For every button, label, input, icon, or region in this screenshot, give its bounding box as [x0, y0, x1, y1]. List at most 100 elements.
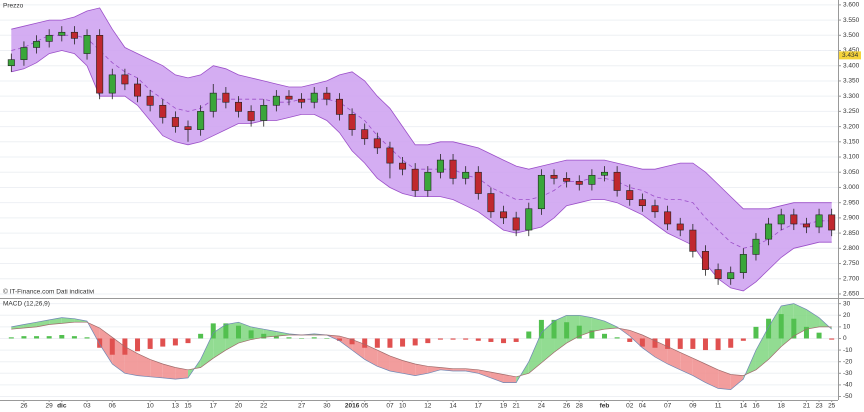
x-tick-label: 12	[424, 403, 432, 410]
macd-fill	[718, 369, 731, 390]
histogram-bar	[210, 323, 216, 339]
x-tick-label: 17	[210, 403, 218, 410]
y-tick-label: -30	[843, 370, 853, 377]
y-tick-label: 2.800	[843, 245, 860, 252]
histogram-bar	[715, 338, 721, 351]
x-tick-label: 20	[235, 403, 243, 410]
x-tick-label: 21	[513, 403, 521, 410]
macd-fill	[453, 368, 466, 371]
x-tick-label: 11	[715, 403, 722, 410]
candle-body	[310, 92, 318, 103]
candle-body	[512, 217, 520, 231]
y-tick-label: 0	[843, 335, 847, 342]
candle-body	[563, 178, 571, 182]
x-tick-label: 10	[147, 403, 155, 410]
candle-body	[676, 223, 684, 231]
macd-fill	[99, 328, 113, 365]
macd-fill	[755, 326, 769, 370]
candle-body	[424, 171, 432, 191]
y-tick-label: 3.200	[843, 123, 860, 130]
x-tick-label: 13	[172, 403, 180, 410]
histogram-bar	[551, 319, 557, 339]
candle-body	[575, 181, 583, 185]
candle-body	[373, 138, 381, 149]
candle-body	[134, 83, 142, 97]
y-tick-label: 2.750	[843, 260, 860, 267]
histogram-bar	[538, 319, 544, 339]
x-tick-label: 2016	[345, 403, 360, 410]
y-tick-label: -40	[843, 382, 853, 389]
histogram-bar	[829, 338, 835, 340]
y-tick-label: 3.250	[843, 108, 860, 115]
macd-fill	[427, 366, 441, 374]
x-tick-label: 16	[752, 403, 760, 410]
histogram-bar	[690, 338, 696, 349]
candle-body	[83, 34, 91, 54]
candle-body	[601, 171, 609, 176]
x-tick-label: 26	[20, 403, 28, 410]
candle-body	[664, 211, 672, 225]
x-tick-label: 07	[386, 403, 394, 410]
macd-fill	[377, 350, 390, 371]
macd-fill	[566, 315, 580, 344]
x-tick-label: 21	[803, 403, 811, 410]
macd-fill	[667, 346, 681, 370]
histogram-bar	[299, 338, 305, 339]
macd-fill	[251, 326, 264, 340]
macd-fill	[238, 322, 252, 344]
macd-fill	[339, 336, 353, 351]
histogram-bar	[71, 336, 77, 339]
histogram-bar	[652, 338, 658, 348]
candle-body	[171, 117, 179, 127]
histogram-bar	[437, 338, 443, 340]
macd-fill	[591, 317, 605, 332]
histogram-bar	[816, 332, 822, 339]
candle-body	[58, 31, 66, 36]
macd-fill	[528, 332, 542, 374]
histogram-bar	[564, 322, 570, 339]
macd-fill	[124, 346, 138, 376]
x-tick-label: 09	[689, 403, 697, 410]
candle-body	[777, 214, 785, 225]
macd-fill	[490, 372, 504, 383]
candle-body	[184, 126, 192, 130]
histogram-bar	[791, 318, 797, 339]
candle-body	[70, 31, 78, 39]
candle-body	[500, 211, 508, 219]
macd-fill	[642, 334, 655, 358]
x-tick-label: 10	[399, 403, 407, 410]
y-tick-label: 2.650	[843, 291, 860, 298]
candle-body	[436, 159, 444, 173]
macd-fill	[213, 324, 226, 359]
x-tick-label: 27	[298, 403, 306, 410]
macd-fill	[175, 367, 189, 380]
histogram-bar	[766, 318, 772, 339]
histogram-bar	[753, 326, 759, 339]
x-tick-label: 22	[260, 403, 268, 410]
histogram-bar	[374, 338, 380, 348]
x-tick-label: 14	[449, 403, 457, 410]
x-tick-label: 02	[626, 403, 634, 410]
y-tick-label: 2.900	[843, 215, 860, 222]
x-tick-label: 19	[500, 403, 508, 410]
y-tick-label: 3.350	[843, 78, 860, 85]
macd-fill	[112, 337, 125, 374]
candle-body	[487, 193, 495, 213]
candle-body	[525, 208, 533, 231]
y-tick-label: 3.150	[843, 139, 860, 146]
histogram-bar	[589, 330, 595, 339]
candle-body	[234, 101, 242, 112]
macd-fill	[768, 305, 782, 360]
candle-body	[537, 174, 545, 210]
histogram-bar	[97, 338, 103, 348]
x-tick-label: dic	[57, 403, 67, 410]
candle-body	[714, 269, 722, 280]
macd-fill	[200, 332, 214, 368]
histogram-bar	[311, 337, 317, 339]
histogram-bar	[803, 326, 809, 339]
candle-body	[386, 147, 394, 164]
last-price-label: 3.434	[842, 52, 859, 59]
y-tick-label: 30	[843, 300, 851, 307]
histogram-bar	[46, 336, 52, 339]
x-tick-label: 30	[323, 403, 331, 410]
